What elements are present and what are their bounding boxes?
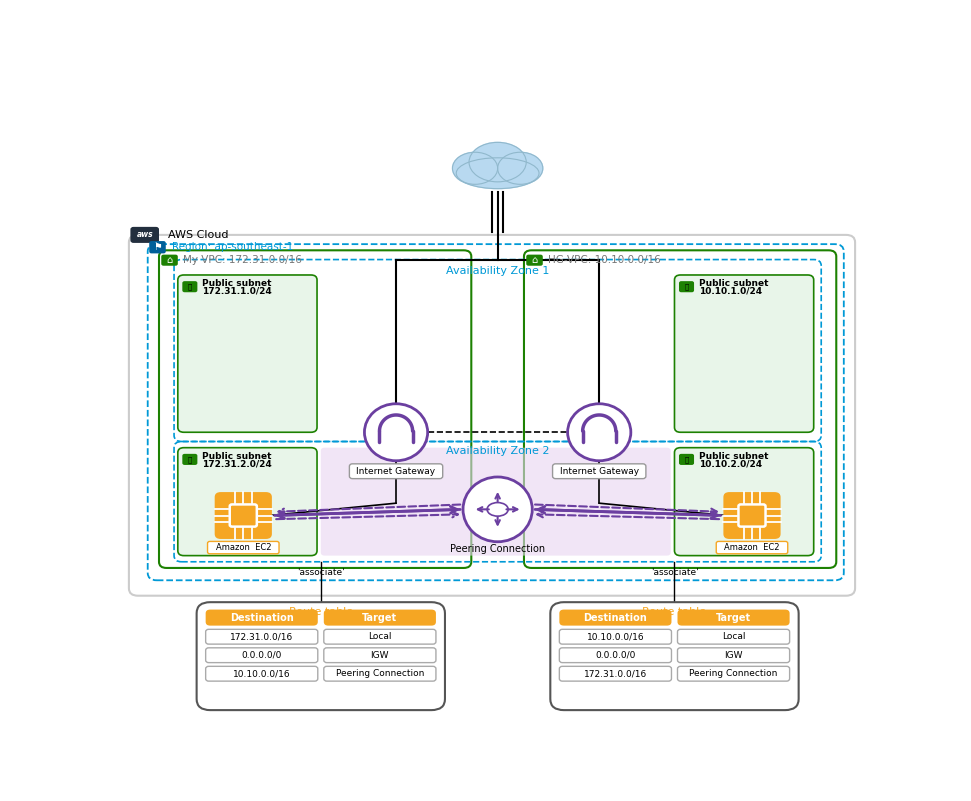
FancyBboxPatch shape <box>679 454 694 465</box>
Text: Target: Target <box>716 613 752 622</box>
FancyBboxPatch shape <box>323 610 436 626</box>
FancyBboxPatch shape <box>678 648 789 662</box>
FancyBboxPatch shape <box>551 602 798 710</box>
Text: 172.31.0.0/16: 172.31.0.0/16 <box>230 632 293 642</box>
FancyBboxPatch shape <box>208 541 279 553</box>
Text: 'associate': 'associate' <box>297 569 345 578</box>
Text: Destination: Destination <box>584 613 648 622</box>
Text: Public subnet: Public subnet <box>202 452 272 461</box>
Text: ⚑: ⚑ <box>153 242 162 252</box>
FancyBboxPatch shape <box>129 235 855 596</box>
FancyBboxPatch shape <box>559 666 672 681</box>
Text: My VPC: 172.31.0.0/16: My VPC: 172.31.0.0/16 <box>184 256 302 265</box>
FancyBboxPatch shape <box>526 255 543 266</box>
Text: aws: aws <box>136 231 153 239</box>
FancyBboxPatch shape <box>717 541 787 553</box>
Text: Availability Zone 2: Availability Zone 2 <box>446 446 550 457</box>
FancyBboxPatch shape <box>350 464 443 479</box>
Text: 10.10.2.0/24: 10.10.2.0/24 <box>698 459 761 469</box>
Text: Internet Gateway: Internet Gateway <box>559 467 639 476</box>
Ellipse shape <box>498 152 543 184</box>
FancyBboxPatch shape <box>215 492 272 539</box>
FancyBboxPatch shape <box>323 666 436 681</box>
Text: AWS Cloud: AWS Cloud <box>168 230 228 239</box>
FancyBboxPatch shape <box>206 666 318 681</box>
Text: Public subnet: Public subnet <box>698 452 768 461</box>
Text: HG-VPC: 10.10.0.0/16: HG-VPC: 10.10.0.0/16 <box>548 256 661 265</box>
Text: 172.31.1.0/24: 172.31.1.0/24 <box>202 287 272 296</box>
Text: Amazon  EC2: Amazon EC2 <box>216 543 271 552</box>
Text: Availability Zone 1: Availability Zone 1 <box>446 266 550 276</box>
Text: Internet Gateway: Internet Gateway <box>356 467 436 476</box>
FancyBboxPatch shape <box>178 448 318 556</box>
Ellipse shape <box>452 152 498 184</box>
Text: ⌂: ⌂ <box>166 256 173 265</box>
Text: 🔒: 🔒 <box>685 284 688 290</box>
FancyBboxPatch shape <box>559 630 672 644</box>
FancyBboxPatch shape <box>178 275 318 433</box>
FancyBboxPatch shape <box>559 648 672 662</box>
FancyBboxPatch shape <box>206 610 318 626</box>
FancyBboxPatch shape <box>552 464 646 479</box>
FancyBboxPatch shape <box>739 505 765 526</box>
Text: ⌂: ⌂ <box>531 256 538 265</box>
Text: Peering Connection: Peering Connection <box>336 669 424 678</box>
Ellipse shape <box>456 158 539 189</box>
Text: Peering Connection: Peering Connection <box>451 545 545 554</box>
Text: Amazon  EC2: Amazon EC2 <box>724 543 780 552</box>
Text: Route table: Route table <box>643 607 707 617</box>
Text: Region: ap-southeast-1: Region: ap-southeast-1 <box>172 242 293 252</box>
Ellipse shape <box>463 477 532 541</box>
Text: 10.10.0.0/16: 10.10.0.0/16 <box>233 669 290 678</box>
Text: Destination: Destination <box>230 613 293 622</box>
Text: 172.31.2.0/24: 172.31.2.0/24 <box>202 459 272 469</box>
Ellipse shape <box>568 404 631 461</box>
FancyBboxPatch shape <box>320 448 671 556</box>
Text: Local: Local <box>721 632 746 642</box>
Text: Public subnet: Public subnet <box>202 279 272 288</box>
FancyBboxPatch shape <box>679 281 694 292</box>
FancyBboxPatch shape <box>675 448 814 556</box>
FancyBboxPatch shape <box>675 275 814 433</box>
Ellipse shape <box>492 159 530 187</box>
FancyBboxPatch shape <box>323 630 436 644</box>
FancyBboxPatch shape <box>206 648 318 662</box>
Text: 10.10.1.0/24: 10.10.1.0/24 <box>698 287 761 296</box>
FancyBboxPatch shape <box>678 610 789 626</box>
FancyBboxPatch shape <box>206 630 318 644</box>
FancyBboxPatch shape <box>559 610 672 626</box>
FancyBboxPatch shape <box>678 630 789 644</box>
FancyBboxPatch shape <box>323 648 436 662</box>
Text: 'associate': 'associate' <box>651 569 698 578</box>
FancyBboxPatch shape <box>196 602 445 710</box>
Text: 🔒: 🔒 <box>187 284 192 290</box>
Text: Public subnet: Public subnet <box>698 279 768 288</box>
Ellipse shape <box>465 159 503 187</box>
Text: IGW: IGW <box>724 650 743 660</box>
FancyBboxPatch shape <box>230 505 257 526</box>
Text: Target: Target <box>362 613 397 622</box>
Ellipse shape <box>364 404 427 461</box>
Text: 0.0.0.0/0: 0.0.0.0/0 <box>595 650 636 660</box>
FancyBboxPatch shape <box>130 227 159 243</box>
Ellipse shape <box>469 143 526 182</box>
Text: 10.10.0.0/16: 10.10.0.0/16 <box>586 632 644 642</box>
FancyBboxPatch shape <box>150 241 166 253</box>
FancyBboxPatch shape <box>723 492 781 539</box>
FancyBboxPatch shape <box>183 281 197 292</box>
FancyBboxPatch shape <box>678 666 789 681</box>
FancyBboxPatch shape <box>161 255 178 266</box>
Text: 172.31.0.0/16: 172.31.0.0/16 <box>584 669 647 678</box>
Text: IGW: IGW <box>371 650 389 660</box>
Text: Route table: Route table <box>288 607 352 617</box>
Text: Local: Local <box>368 632 391 642</box>
Text: Peering Connection: Peering Connection <box>689 669 778 678</box>
FancyBboxPatch shape <box>183 454 197 465</box>
Text: 🔒: 🔒 <box>685 456 688 463</box>
Text: 0.0.0.0/0: 0.0.0.0/0 <box>242 650 282 660</box>
Text: 🔒: 🔒 <box>187 456 192 463</box>
